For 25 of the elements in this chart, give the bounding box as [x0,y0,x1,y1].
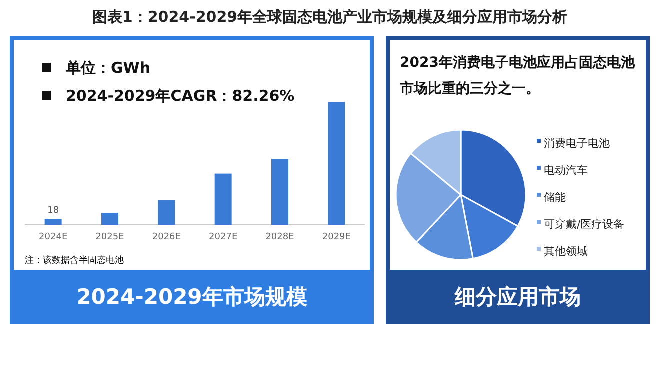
x-tick-label: 2026E [152,232,182,242]
data-label: 18 [48,206,60,216]
bar [328,102,346,225]
x-tick-label: 2024E [39,232,68,242]
text: 2024-2029年市场规模 [76,285,308,309]
bar [272,159,288,225]
annotation: 2024-2029年CAGR：82.26% [66,87,295,105]
legend-label: 消费电子电池 [544,137,610,150]
chart-subtitle: 2023年消费电子电池应用占固态电池市场比重的三分之一。 [399,54,636,97]
text: 单位：GWh [65,59,151,77]
bar [214,174,232,225]
x-tick-label: 2027E [209,232,238,242]
legend-label: 其他领域 [544,245,588,258]
legend-label: 电动汽车 [544,164,588,177]
legend-label: 储能 [544,191,566,204]
x-tick-label: 2028E [266,232,295,242]
x-tick-label: 2025E [96,232,125,242]
legend-label: 可穿戴/医疗设备 [544,218,625,231]
x-tick-label: 2029E [322,232,352,242]
bar [158,200,176,225]
bar [44,219,62,225]
chart-title: 图表1：2024-2029年全球固态电池产业市场规模及细分应用市场分析 [92,8,568,26]
bar [102,213,118,225]
text: 细分应用市场 [454,285,581,309]
text: 注：该数据含半固态电池 [25,255,124,266]
